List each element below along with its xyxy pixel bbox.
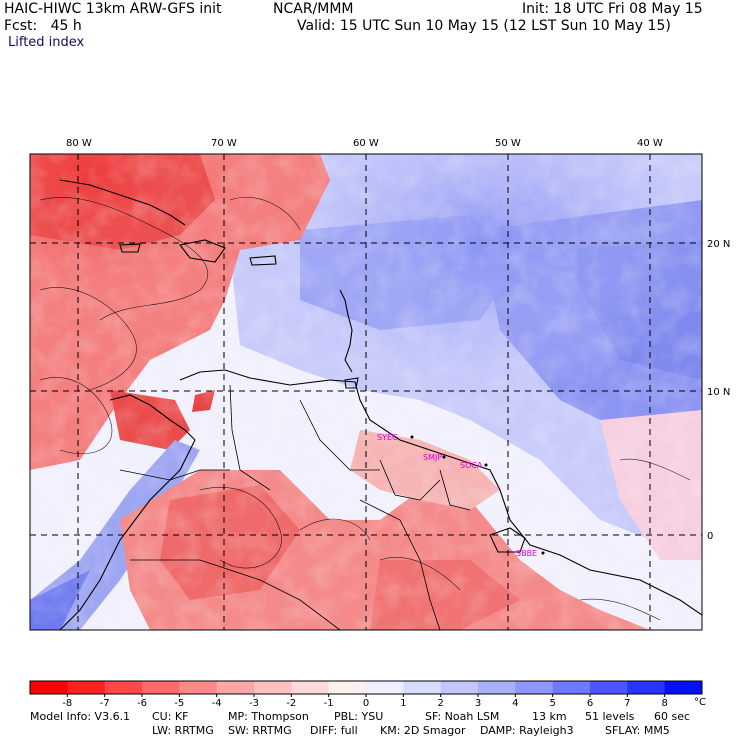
central-america-coast: [109, 394, 196, 441]
colorbar-swatch: [440, 681, 479, 694]
footer-model-info: Model Info: V3.6.1: [30, 710, 131, 723]
colorbar: [29, 680, 703, 695]
colorbar-swatch: [30, 681, 68, 694]
footer-diff: DIFF: full: [310, 724, 358, 737]
footer-levels: 51 levels: [585, 710, 635, 723]
lon-label-50w: 50 W: [495, 138, 521, 149]
colorbar-swatch: [254, 681, 292, 694]
map-frame: [29, 153, 703, 631]
lon-label-80w: 80 W: [66, 138, 92, 149]
colorbar-tick-label: -4: [212, 698, 222, 709]
station-sbbe: SBBE: [516, 549, 537, 558]
init-time: Init: 18 UTC Fri 08 May 15: [522, 1, 703, 17]
footer-lw: LW: RRTMG: [152, 724, 214, 737]
footer-sw: SW: RRTMG: [228, 724, 292, 737]
footer-damp: DAMP: Rayleigh3: [480, 724, 574, 737]
footer-sflay: SFLAY: MM5: [605, 724, 670, 737]
colorbar-unit: °C: [694, 697, 706, 708]
colorbar-swatch: [328, 681, 367, 694]
colorbar-swatch: [552, 681, 591, 694]
pacific-coast: [59, 439, 196, 630]
colorbar-swatch: [179, 681, 218, 694]
colorbar-tick-label: -2: [286, 698, 296, 709]
colorbar-swatch: [216, 681, 255, 694]
colorbar-tick-label: 7: [624, 698, 630, 709]
trinidad-coast: [344, 377, 359, 389]
hispaniola-coast: [179, 239, 226, 263]
station-soca: SOCA: [460, 461, 483, 470]
colorbar-swatch: [627, 681, 666, 694]
colorbar-swatch: [291, 681, 330, 694]
marajo-coast: [489, 527, 526, 553]
colorbar-tick-label: -1: [324, 698, 334, 709]
valid-time: Valid: 15 UTC Sun 10 May 15 (12 LST Sun …: [297, 18, 671, 34]
colorbar-swatch: [664, 681, 703, 694]
station-syec: SYEC: [377, 433, 398, 442]
footer-mp: MP: Thompson: [228, 710, 309, 723]
lesser-antilles: [339, 289, 353, 373]
lon-label-70w: 70 W: [211, 138, 237, 149]
field-name: Lifted index: [8, 35, 85, 50]
lon-label-40w: 40 W: [637, 138, 663, 149]
colorbar-tick-label: -8: [62, 698, 72, 709]
puerto-rico-coast: [249, 255, 277, 266]
colorbar-swatch: [67, 681, 106, 694]
colorbar-swatch: [142, 681, 180, 694]
model-title: HAIC-HIWC 13km ARW-GFS init: [4, 1, 222, 17]
organization: NCAR/MMM: [273, 1, 354, 17]
footer-timestep: 60 sec: [654, 710, 691, 723]
cuba-coast: [59, 179, 186, 226]
colorbar-swatch: [478, 681, 516, 694]
colorbar-swatch: [366, 681, 404, 694]
colorbar-tick-label: 8: [661, 698, 667, 709]
lon-label-60w: 60 W: [353, 138, 379, 149]
colorbar-tick-label: 1: [400, 698, 406, 709]
lat-label-0: 0: [707, 531, 713, 542]
jamaica-coast: [119, 243, 141, 253]
colorbar-tick-label: 5: [549, 698, 555, 709]
footer-sf: SF: Noah LSM: [425, 710, 500, 723]
coastlines: [59, 179, 702, 630]
lat-label-10n: 10 N: [707, 387, 730, 398]
footer-pbl: PBL: YSU: [334, 710, 384, 723]
country-borders: [119, 384, 471, 630]
colorbar-tick-label: -6: [137, 698, 147, 709]
footer-km: KM: 2D Smagor: [380, 724, 466, 737]
graticule: [30, 154, 702, 630]
forecast-hour: Fcst: 45 h: [4, 18, 82, 34]
footer-resolution: 13 km: [532, 710, 567, 723]
south-america-coast: [179, 369, 702, 616]
footer-cu: CU: KF: [152, 710, 189, 723]
colorbar-swatch: [515, 681, 554, 694]
colorbar-swatch: [403, 681, 442, 694]
colorbar-tick-label: 4: [512, 698, 518, 709]
colorbar-tick-label: -7: [100, 698, 110, 709]
colorbar-tick-label: 6: [587, 698, 593, 709]
station-smjp: SMJP: [423, 453, 442, 462]
colorbar-tick-label: -5: [174, 698, 184, 709]
colorbar-tick-label: -3: [249, 698, 259, 709]
lat-label-20n: 20 N: [707, 239, 730, 250]
colorbar-swatch: [104, 681, 143, 694]
colorbar-swatch: [590, 681, 628, 694]
colorbar-tick-label: 3: [475, 698, 481, 709]
contours: [39, 197, 691, 621]
colorbar-tick-label: 0: [363, 698, 369, 709]
colorbar-tick-label: 2: [437, 698, 443, 709]
